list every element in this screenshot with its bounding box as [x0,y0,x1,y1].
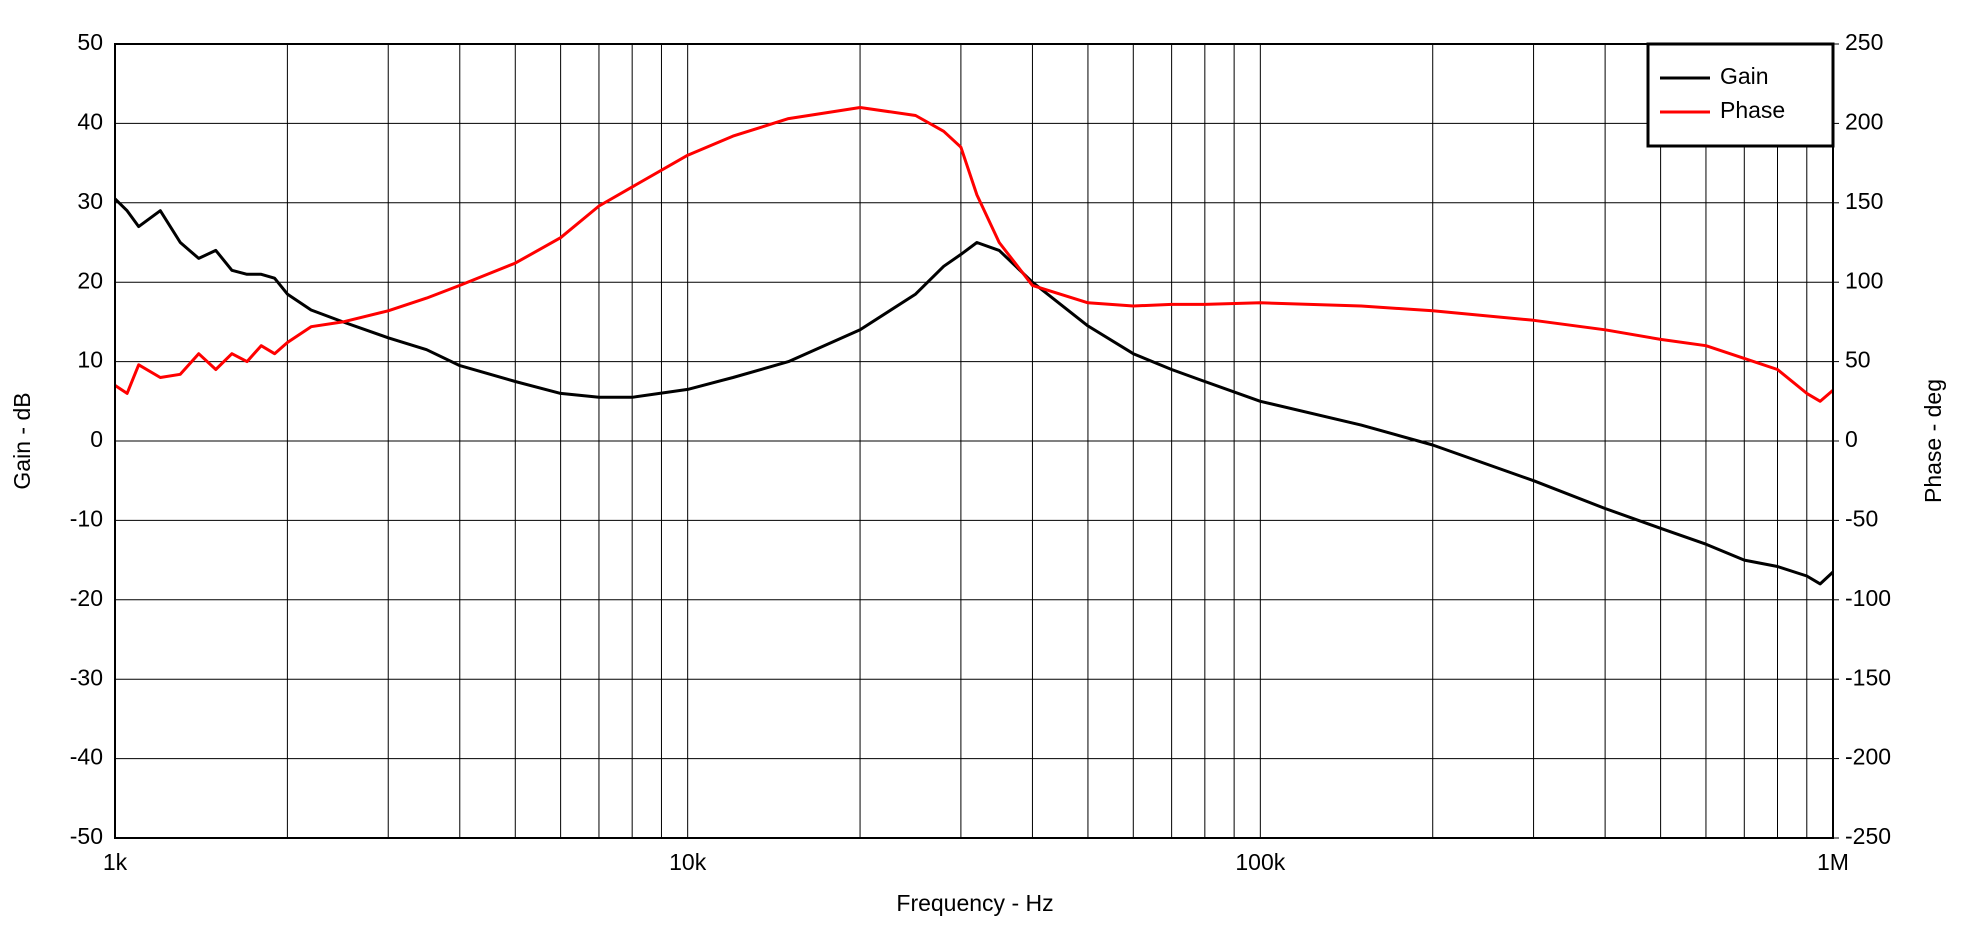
y-axis-label: Gain - dB [9,392,35,489]
plot-frame [114,43,1834,839]
series-line [114,106,1834,403]
x-tick-label: 10k [669,849,707,875]
y2-tick-label: 250 [1845,29,1883,55]
y2-tick-label: 100 [1845,267,1883,293]
x-axis-label: Frequency - Hz [896,890,1053,916]
x-tick-label: 100k [1235,849,1285,875]
y2-tick-label: 0 [1845,426,1858,452]
y-tick-label: -10 [70,505,103,531]
y-tick-label: -40 [70,744,103,770]
y2-tick-label: 50 [1845,347,1871,373]
y-tick-label: -20 [70,585,103,611]
y2-tick-label: -50 [1845,505,1878,531]
y2-axis-label: Phase - deg [1920,379,1946,503]
y-tick-label: 20 [77,267,103,293]
y2-tick-label: -250 [1845,823,1891,849]
y-tick-label: 10 [77,347,103,373]
y-tick-label: 0 [90,426,103,452]
legend-label: Gain [1720,63,1769,89]
x-tick-label: 1M [1817,849,1849,875]
legend-box [1646,42,1835,148]
y-tick-label: -30 [70,664,103,690]
x-tick-label: 1k [103,849,128,875]
y-tick-label: 30 [77,188,103,214]
y2-tick-label: -200 [1845,744,1891,770]
y-tick-label: 40 [77,108,103,134]
y2-tick-label: 150 [1845,188,1883,214]
y2-tick-label: 200 [1845,108,1883,134]
legend-label: Phase [1720,97,1785,123]
y-tick-label: -50 [70,823,103,849]
y-tick-label: 50 [77,29,103,55]
y2-tick-label: -100 [1845,585,1891,611]
y2-tick-label: -150 [1845,664,1891,690]
series-line [113,197,1835,586]
